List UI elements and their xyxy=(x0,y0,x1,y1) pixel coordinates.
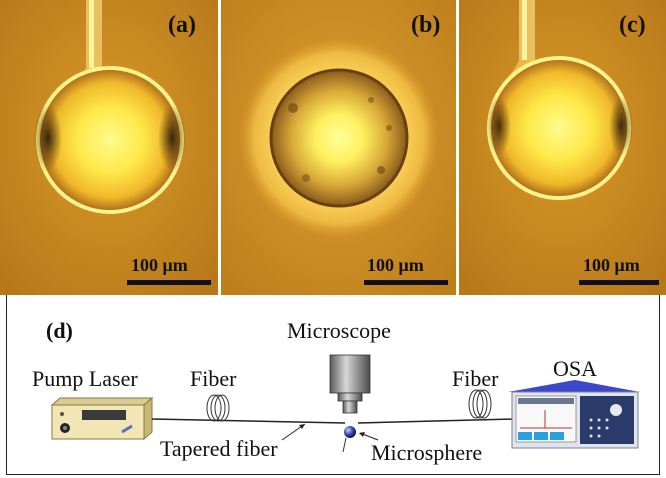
panel-a: (a) 100 μm xyxy=(0,0,218,295)
tapered-fiber-label: Tapered fiber xyxy=(160,436,278,461)
osa-device xyxy=(508,380,640,449)
microsphere-label: Microsphere xyxy=(371,440,483,465)
panel-c-label: (c) xyxy=(619,12,646,38)
panel-c-scale-label: 100 μm xyxy=(583,255,640,275)
panel-b-image xyxy=(221,0,456,295)
panel-c-scale-bar xyxy=(579,280,659,285)
panel-a-label: (a) xyxy=(168,12,196,38)
panel-b-scale-bar xyxy=(364,280,448,285)
microscope-label: Microscope xyxy=(287,318,391,343)
fiber-left-line xyxy=(151,418,346,424)
panel-b-scale-label: 100 μm xyxy=(367,255,424,275)
fiber-right-line xyxy=(357,418,517,424)
fiber-right-label: Fiber xyxy=(452,366,499,391)
fiber-left-label: Fiber xyxy=(190,366,237,391)
fiber-coil-right xyxy=(468,389,492,419)
panel-a-image xyxy=(0,0,218,295)
panel-b-label: (b) xyxy=(411,12,441,38)
panel-d-frame xyxy=(6,295,660,475)
panel-c-image xyxy=(459,0,666,295)
panel-d-label: (d) xyxy=(46,318,73,343)
microsphere xyxy=(342,426,356,453)
panel-c: (c) 100 μm xyxy=(459,0,666,295)
panel-a-scale-bar xyxy=(127,280,211,285)
panel-b: (b) 100 μm xyxy=(221,0,456,295)
microscope-device xyxy=(329,354,371,414)
pump-laser-device xyxy=(50,396,154,441)
osa-label: OSA xyxy=(553,356,598,381)
fiber-coil-left xyxy=(206,394,230,422)
pump-laser-label: Pump Laser xyxy=(32,366,138,391)
panel-a-scale-label: 100 μm xyxy=(131,255,188,275)
